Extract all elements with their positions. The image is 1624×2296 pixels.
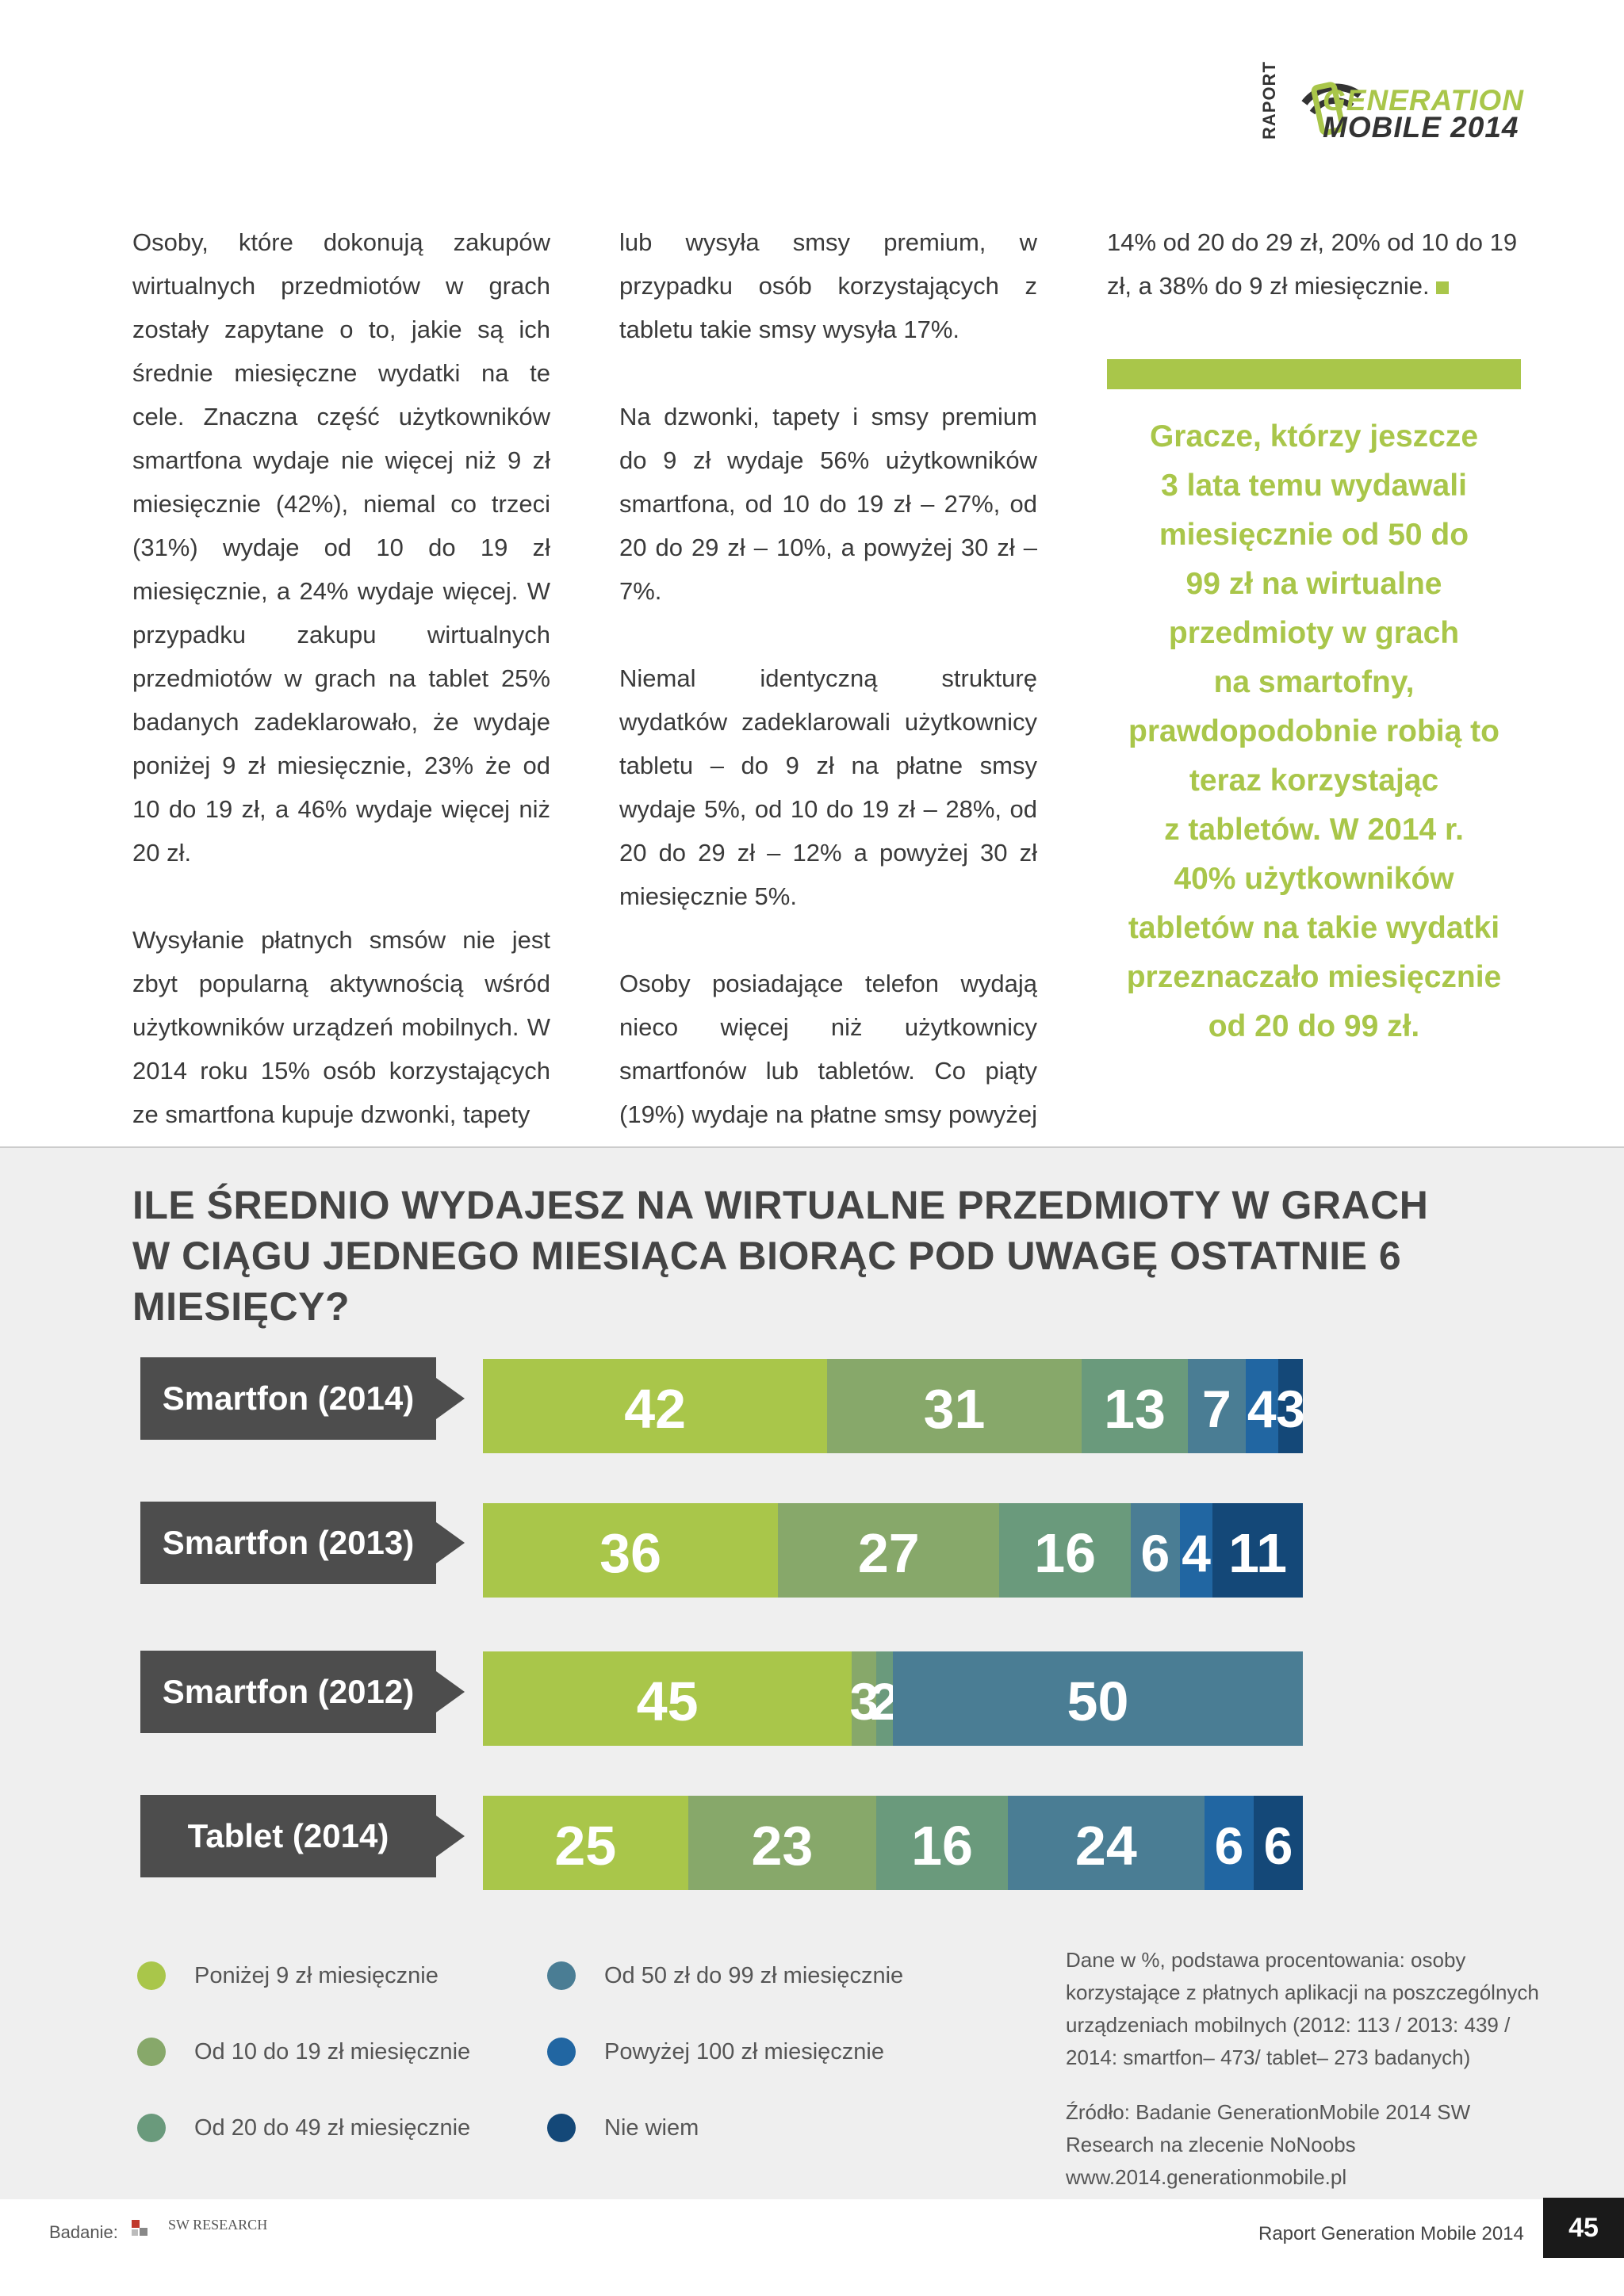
legend-dot-icon <box>137 2038 166 2066</box>
logo-generation: GENERATION <box>1323 84 1524 117</box>
bar-value-label: 36 <box>599 1521 662 1584</box>
legend-item: Od 20 do 49 zł miesięcznie <box>137 2114 470 2142</box>
bar-value-label: 3 <box>1276 1379 1305 1438</box>
legend-label: Powyżej 100 zł miesięcznie <box>604 2038 884 2064</box>
paragraph: Niemal identyczną strukturę wydatków zad… <box>619 664 1037 910</box>
bar-segment: 6 <box>1204 1796 1254 1890</box>
bar-segment: 2 <box>870 1651 899 1746</box>
text-column-2: lub wysyła smsy premium, w przypadku osó… <box>619 220 1037 1223</box>
end-square-icon <box>1435 281 1449 294</box>
bar-segment: 45 <box>483 1651 852 1746</box>
bar-value-label: 45 <box>636 1670 699 1732</box>
bar-value-label: 24 <box>1074 1814 1137 1877</box>
legend-item: Od 10 do 19 zł miesięcznie <box>137 2038 470 2066</box>
bar-segment: 4 <box>1179 1503 1213 1598</box>
bar-value-label: 6 <box>1263 1816 1293 1875</box>
bar-value-label: 6 <box>1140 1523 1170 1582</box>
bar-segment: 3 <box>849 1651 879 1746</box>
bar-value-label: 13 <box>1104 1377 1166 1440</box>
row-label-arrow <box>436 1378 465 1419</box>
bar-row-smartfon-2013: 36 27 16 6 4 11 <box>483 1503 1303 1598</box>
page-number: 45 <box>1543 2198 1624 2258</box>
paragraph: Wysyłanie płatnych smsów nie jest zbyt p… <box>132 926 550 1128</box>
bar-value-label: 11 <box>1228 1521 1288 1584</box>
bar-value-label: 7 <box>1202 1379 1231 1438</box>
bar-row-smartfon-2012: 45 3 2 50 <box>483 1651 1303 1746</box>
bar-value-label: 6 <box>1214 1816 1244 1875</box>
bar-value-label: 23 <box>751 1814 814 1877</box>
chart-note: Dane w %, podstawa procentowania: osoby … <box>1066 1948 1539 2069</box>
legend-label: Poniżej 9 zł miesięcznie <box>194 1962 439 1988</box>
sw-research-logo-text: SW RESEARCH <box>168 2217 267 2233</box>
legend-dot-icon <box>137 1961 166 1990</box>
row-label-arrow <box>436 1522 465 1563</box>
bar-value-label: 42 <box>624 1377 687 1440</box>
bar-segment: 24 <box>1007 1796 1205 1890</box>
paragraph: lub wysyła smsy premium, w przypadku osó… <box>619 228 1037 343</box>
legend-dot-icon <box>137 2114 166 2142</box>
paragraph: Na dzwonki, tapety i smsy premium do 9 z… <box>619 403 1037 605</box>
quote-rule <box>1107 359 1521 389</box>
bar-segment: 25 <box>483 1796 688 1890</box>
wifi-phone-logo-icon <box>1301 82 1362 136</box>
legend-item: Od 50 zł do 99 zł miesięcznie <box>547 1961 903 1990</box>
bar-row-tablet-2014: 25 23 16 24 6 6 <box>483 1796 1303 1890</box>
bar-value-label: 4 <box>1247 1379 1277 1438</box>
pull-quote: Gracze, którzy jeszcze 3 lata temu wydaw… <box>1126 419 1502 1043</box>
row-label-arrow <box>436 1671 465 1712</box>
logo-mobile-2014: MOBILE 2014 <box>1323 111 1519 144</box>
bar-segment: 3 <box>1276 1359 1305 1453</box>
bar-value-label: 16 <box>1034 1521 1097 1584</box>
row-label-tablet-2014: Tablet (2014) <box>140 1795 436 1877</box>
row-label-smartfon-2012: Smartfon (2012) <box>140 1651 436 1733</box>
chart-title: ILE ŚREDNIO WYDAJESZ NA WIRTUALNE PRZEDM… <box>132 1183 1429 1329</box>
legend-dot-icon <box>547 2114 576 2142</box>
paragraph-text: 14% od 20 do 29 zł, 20% od 10 do 19 zł, … <box>1107 228 1518 300</box>
row-label-arrow <box>436 1816 465 1857</box>
legend-label: Od 50 zł do 99 zł miesięcznie <box>604 1962 904 1988</box>
bar-value-label: 31 <box>923 1377 986 1440</box>
bar-segment: 23 <box>688 1796 877 1890</box>
bar-value-label: 50 <box>1067 1670 1129 1732</box>
bar-segment: 6 <box>1253 1796 1303 1890</box>
legend-dot-icon <box>547 2038 576 2066</box>
row-label-smartfon-2014: Smartfon (2014) <box>140 1357 436 1440</box>
legend-label: Od 10 do 19 zł miesięcznie <box>194 2038 471 2064</box>
bar-segment: 50 <box>892 1651 1303 1746</box>
bar-segment: 7 <box>1188 1359 1246 1453</box>
bar-segment: 16 <box>999 1503 1131 1598</box>
footer-report-name: Raport Generation Mobile 2014 <box>1258 2223 1524 2244</box>
chart-source: Źródło: Badanie GenerationMobile 2014 SW… <box>1066 2100 1471 2189</box>
row-label-smartfon-2013: Smartfon (2013) <box>140 1502 436 1584</box>
bar-value-label: 4 <box>1182 1523 1211 1582</box>
legend-label: Nie wiem <box>604 2114 699 2141</box>
bar-segment: 36 <box>483 1503 779 1598</box>
bar-segment: 16 <box>876 1796 1008 1890</box>
bar-value-label: 3 <box>849 1671 879 1731</box>
legend-item: Powyżej 100 zł miesięcznie <box>547 2038 884 2066</box>
bar-value-label: 27 <box>857 1521 920 1584</box>
bar-segment: 42 <box>483 1359 828 1453</box>
bar-segment: 31 <box>827 1359 1082 1453</box>
bar-segment: 11 <box>1212 1503 1303 1598</box>
legend-item: Poniżej 9 zł miesięcznie <box>137 1961 439 1990</box>
legend-item: Nie wiem <box>547 2114 699 2142</box>
text-column-1: Osoby, które dokonują zakupów wirtualnyc… <box>132 220 550 1180</box>
bar-value-label: 25 <box>554 1814 617 1877</box>
legend-dot-icon <box>547 1961 576 1990</box>
sw-research-logo: SW RESEARCH <box>132 2217 267 2236</box>
paragraph: Osoby, które dokonują zakupów wirtualnyc… <box>132 228 550 867</box>
footer-badanie-label: Badanie: <box>49 2222 118 2242</box>
paragraph: 14% od 20 do 29 zł, 20% od 10 do 19 zł, … <box>1107 220 1525 308</box>
bar-segment: 27 <box>778 1503 1000 1598</box>
legend-label: Od 20 do 49 zł miesięcznie <box>194 2114 471 2141</box>
bar-row-smartfon-2014: 42 31 13 7 4 3 <box>483 1359 1305 1453</box>
bar-value-label: 16 <box>911 1814 973 1877</box>
text-column-3: 14% od 20 do 29 zł, 20% od 10 do 19 zł, … <box>1107 220 1525 351</box>
bar-segment: 13 <box>1081 1359 1189 1453</box>
bar-segment: 4 <box>1245 1359 1278 1453</box>
paragraph: Osoby posiadające telefon wydają nieco w… <box>619 970 1037 1172</box>
bar-segment: 6 <box>1130 1503 1180 1598</box>
